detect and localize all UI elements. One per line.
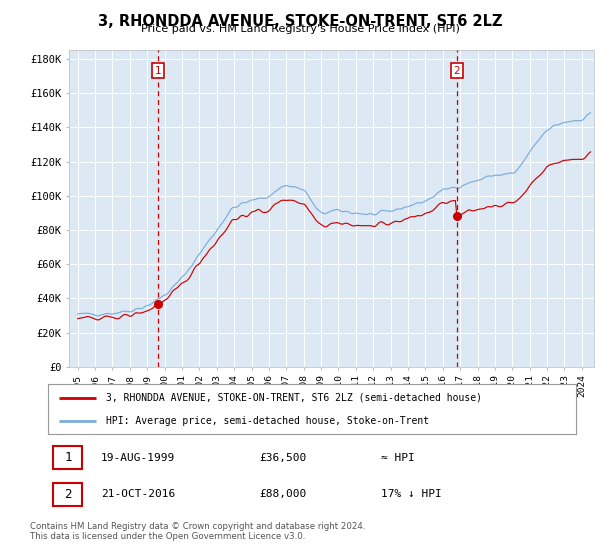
Text: £36,500: £36,500 — [259, 453, 307, 463]
Text: 1: 1 — [155, 66, 161, 76]
Text: Contains HM Land Registry data © Crown copyright and database right 2024.
This d: Contains HM Land Registry data © Crown c… — [30, 522, 365, 542]
Text: 17% ↓ HPI: 17% ↓ HPI — [380, 489, 442, 499]
Bar — [53, 483, 82, 506]
Text: 21-OCT-2016: 21-OCT-2016 — [101, 489, 175, 499]
Text: Price paid vs. HM Land Registry's House Price Index (HPI): Price paid vs. HM Land Registry's House … — [140, 24, 460, 34]
Text: 19-AUG-1999: 19-AUG-1999 — [101, 453, 175, 463]
Text: 1: 1 — [64, 451, 71, 464]
Text: ≈ HPI: ≈ HPI — [380, 453, 415, 463]
Text: 3, RHONDDA AVENUE, STOKE-ON-TRENT, ST6 2LZ: 3, RHONDDA AVENUE, STOKE-ON-TRENT, ST6 2… — [98, 14, 502, 29]
Bar — [53, 446, 82, 469]
Text: 2: 2 — [454, 66, 460, 76]
Text: 2: 2 — [64, 488, 71, 501]
Text: HPI: Average price, semi-detached house, Stoke-on-Trent: HPI: Average price, semi-detached house,… — [106, 416, 429, 426]
Text: £88,000: £88,000 — [259, 489, 307, 499]
Text: 3, RHONDDA AVENUE, STOKE-ON-TRENT, ST6 2LZ (semi-detached house): 3, RHONDDA AVENUE, STOKE-ON-TRENT, ST6 2… — [106, 393, 482, 403]
